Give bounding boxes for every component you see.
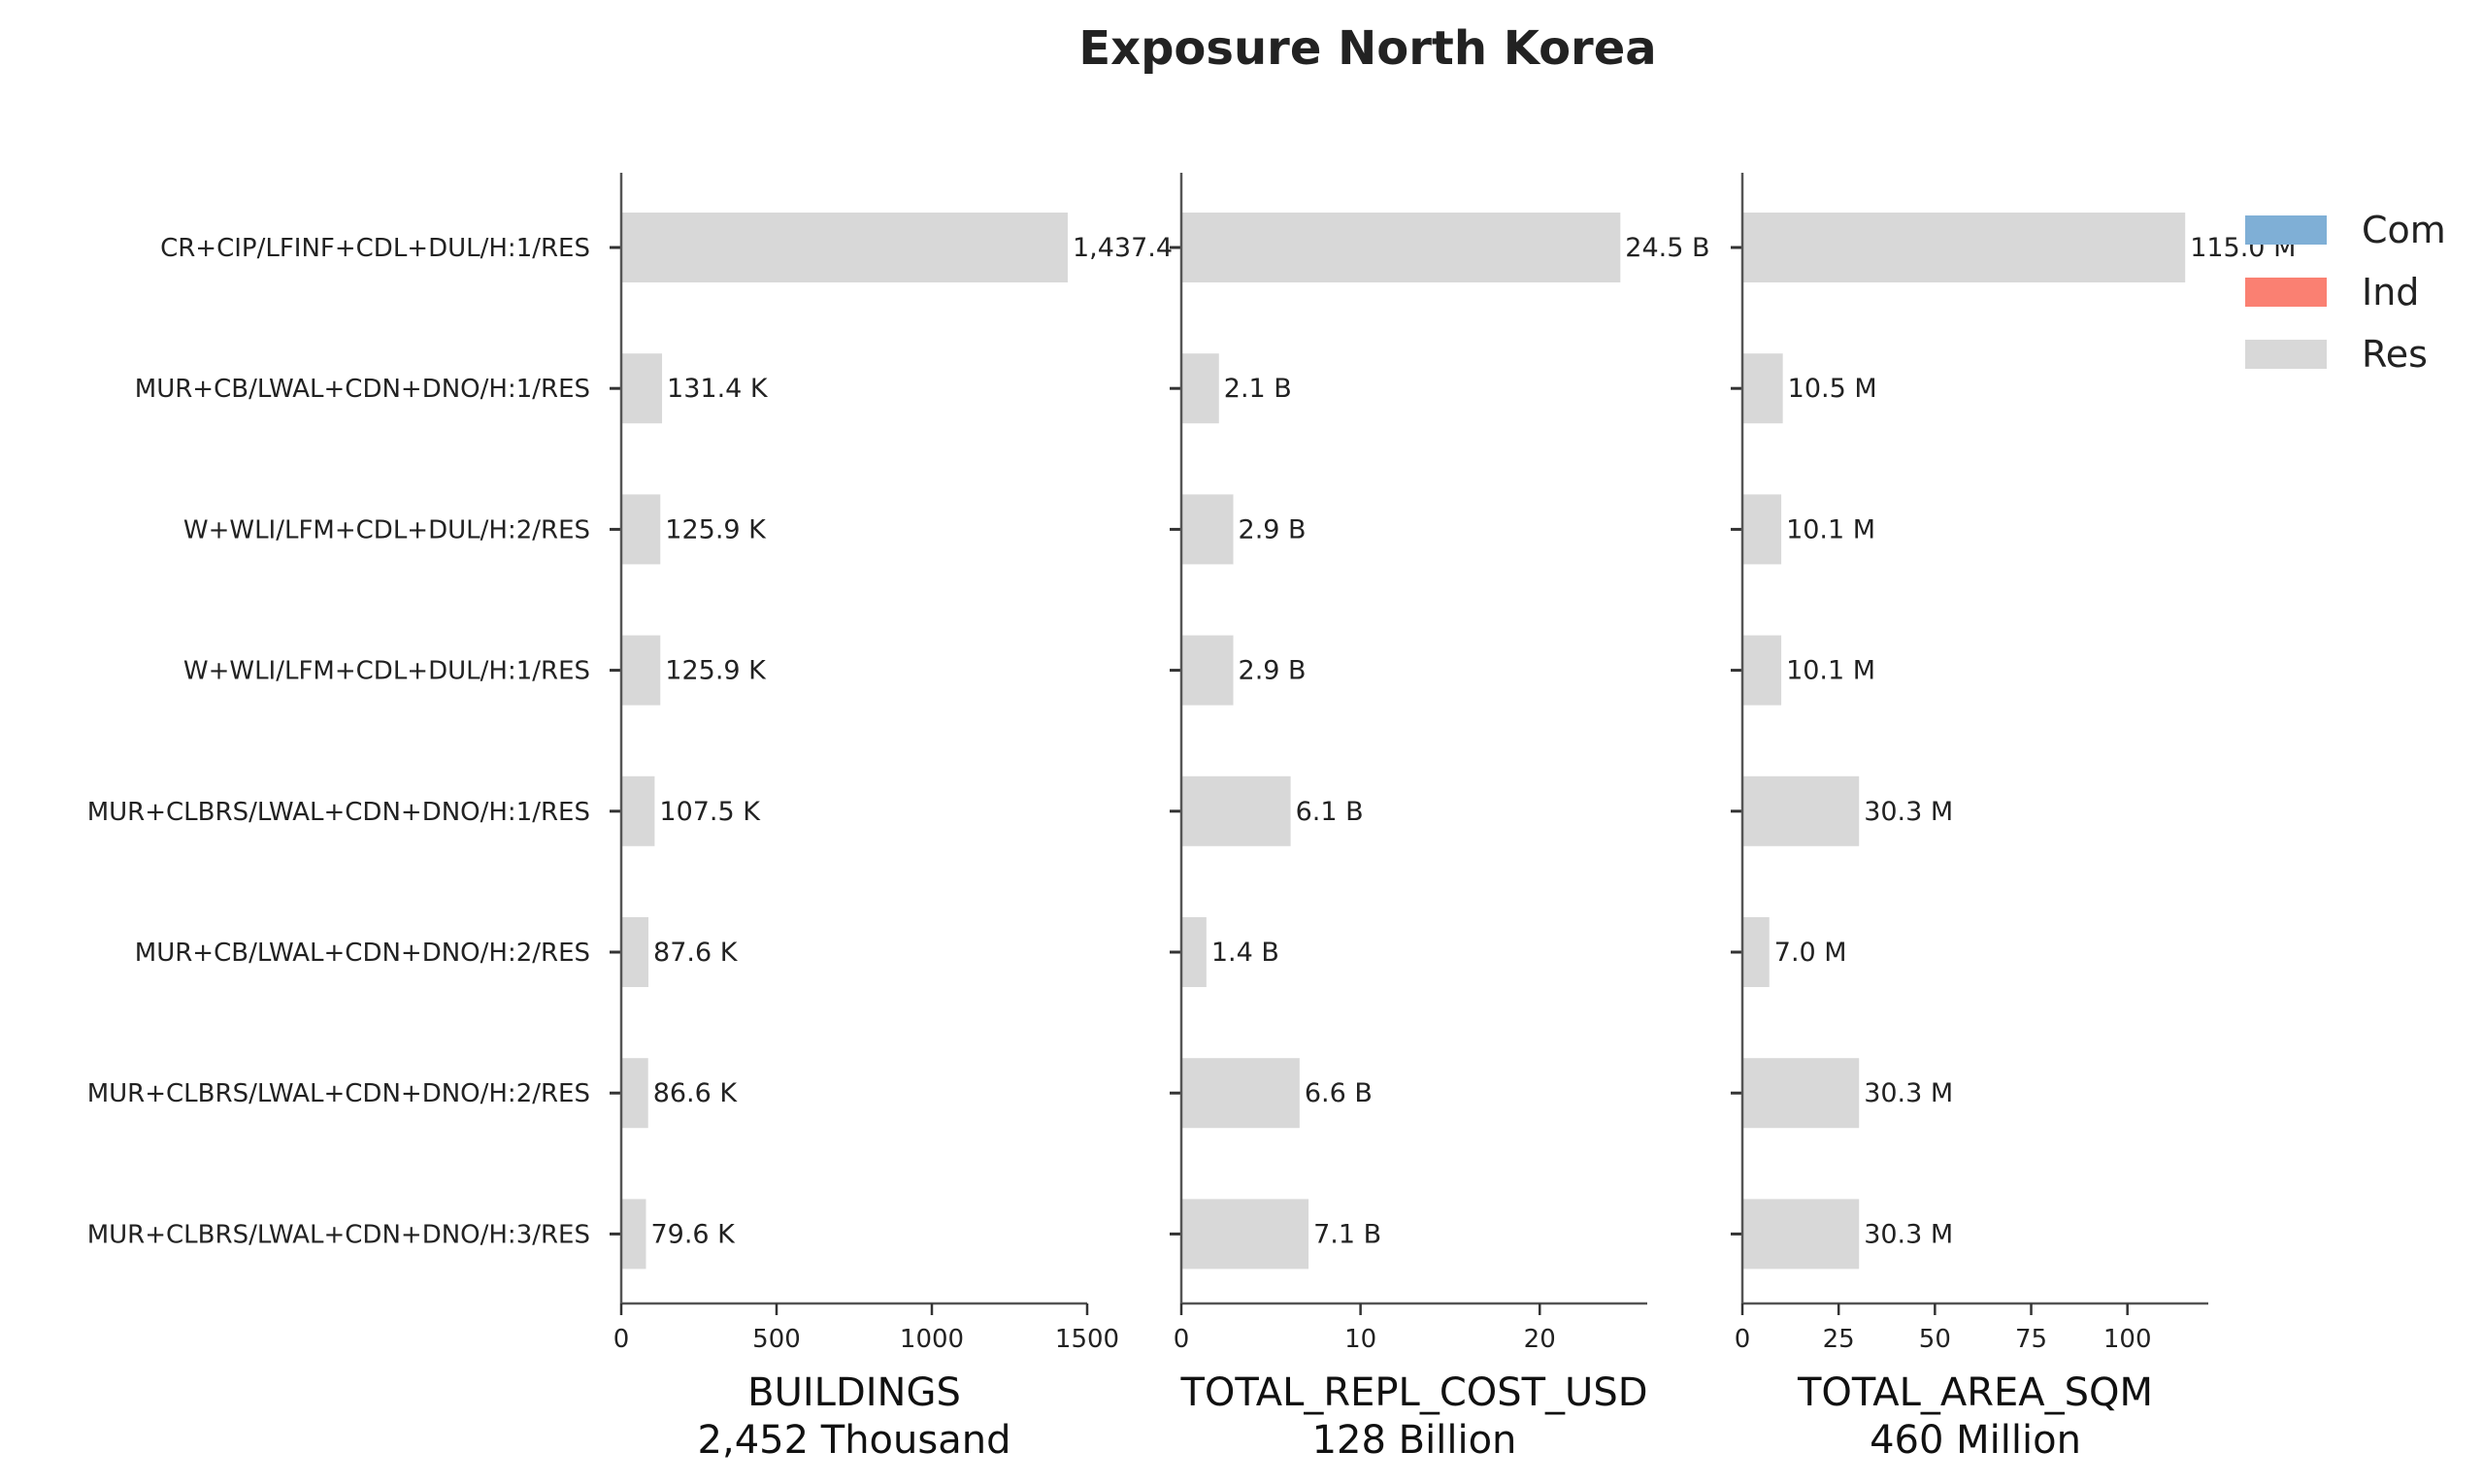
x-axis-label-p2: TOTAL_REPL_COST_USD <box>1179 1370 1647 1415</box>
legend-label-ind: Ind <box>2362 271 2419 313</box>
bar-p3-1 <box>1742 213 2186 282</box>
x-axis-label-p1: BUILDINGS <box>747 1370 961 1415</box>
legend-swatch-res <box>2245 340 2327 369</box>
data-label-p2-6: 1.4 B <box>1211 938 1279 968</box>
category-label-6: MUR+CB/LWAL+CDN+DNO/H:2/RES <box>135 939 590 968</box>
xtick-label-p1-4: 1500 <box>1055 1325 1119 1354</box>
xtick-label-p1-3: 1000 <box>900 1325 964 1354</box>
xtick-label-p2-1: 0 <box>1174 1325 1190 1354</box>
xtick-label-p1-2: 500 <box>752 1325 801 1354</box>
data-label-p2-2: 2.1 B <box>1224 374 1292 404</box>
data-label-p3-5: 30.3 M <box>1864 797 1953 827</box>
bar-p3-5 <box>1742 775 1860 846</box>
legend-label-res: Res <box>2362 333 2428 376</box>
bar-p1-5 <box>621 775 655 846</box>
xtick-label-p3-1: 0 <box>1735 1325 1751 1354</box>
bar-p3-2 <box>1742 353 1783 424</box>
category-label-3: W+WLI/LFM+CDL+DUL/H:2/RES <box>183 515 590 544</box>
data-label-p3-3: 10.1 M <box>1786 514 1875 544</box>
bar-p1-4 <box>621 635 661 706</box>
data-label-p3-4: 10.1 M <box>1786 656 1875 686</box>
bar-p1-1 <box>621 213 1068 282</box>
bar-p2-6 <box>1181 917 1207 987</box>
data-label-p1-5: 107.5 K <box>659 797 761 827</box>
category-label-1: CR+CIP/LFINF+CDL+DUL/H:1/RES <box>160 234 590 263</box>
xtick-label-p3-4: 75 <box>2015 1325 2047 1354</box>
legend-label-com: Com <box>2362 209 2446 251</box>
bar-p2-7 <box>1181 1058 1300 1129</box>
data-label-p1-4: 125.9 K <box>665 656 767 686</box>
x-axis-subtitle-p2: 128 Billion <box>1312 1418 1517 1463</box>
bar-p2-3 <box>1181 494 1234 565</box>
data-label-p3-7: 30.3 M <box>1864 1078 1953 1108</box>
data-label-p3-8: 30.3 M <box>1864 1219 1953 1249</box>
bar-p2-4 <box>1181 635 1234 706</box>
xtick-label-p2-2: 10 <box>1344 1325 1376 1354</box>
bar-p2-1 <box>1181 213 1621 282</box>
bar-p3-8 <box>1742 1199 1860 1270</box>
xtick-label-p3-3: 50 <box>1919 1325 1951 1354</box>
bar-p1-6 <box>621 917 649 987</box>
x-axis-label-p3: TOTAL_AREA_SQM <box>1797 1370 2153 1415</box>
category-label-2: MUR+CB/LWAL+CDN+DNO/H:1/RES <box>135 375 590 404</box>
data-label-p2-7: 6.6 B <box>1305 1078 1373 1108</box>
bar-p3-6 <box>1742 917 1770 987</box>
bar-p1-2 <box>621 353 663 424</box>
chart-title: Exposure North Korea <box>1078 21 1656 76</box>
category-label-7: MUR+CLBRS/LWAL+CDN+DNO/H:2/RES <box>87 1079 590 1108</box>
bar-p2-8 <box>1181 1199 1309 1270</box>
bar-p2-2 <box>1181 353 1219 424</box>
bar-p3-4 <box>1742 635 1782 706</box>
data-label-p1-7: 86.6 K <box>653 1078 739 1108</box>
data-label-p3-6: 7.0 M <box>1774 938 1847 968</box>
bar-p3-3 <box>1742 494 1782 565</box>
data-label-p1-8: 79.6 K <box>650 1219 736 1249</box>
xtick-label-p3-2: 25 <box>1823 1325 1855 1354</box>
data-label-p2-4: 2.9 B <box>1239 656 1307 686</box>
bar-p2-5 <box>1181 775 1291 846</box>
data-label-p2-1: 24.5 B <box>1625 233 1709 263</box>
data-label-p1-3: 125.9 K <box>665 514 767 544</box>
xtick-label-p3-5: 100 <box>2103 1325 2152 1354</box>
bar-p1-8 <box>621 1199 646 1270</box>
data-label-p1-2: 131.4 K <box>667 374 769 404</box>
legend-swatch-ind <box>2245 278 2327 307</box>
x-axis-subtitle-p1: 2,452 Thousand <box>698 1418 1011 1463</box>
category-label-4: W+WLI/LFM+CDL+DUL/H:1/RES <box>183 657 590 686</box>
data-label-p2-8: 7.1 B <box>1313 1219 1381 1249</box>
xtick-label-p1-1: 0 <box>613 1325 630 1354</box>
bar-p1-3 <box>621 494 661 565</box>
legend-swatch-com <box>2245 215 2327 245</box>
data-label-p1-6: 87.6 K <box>653 938 739 968</box>
data-label-p2-3: 2.9 B <box>1239 514 1307 544</box>
category-label-5: MUR+CLBRS/LWAL+CDN+DNO/H:1/RES <box>87 798 590 827</box>
x-axis-subtitle-p3: 460 Million <box>1870 1418 2081 1463</box>
category-label-8: MUR+CLBRS/LWAL+CDN+DNO/H:3/RES <box>87 1220 590 1249</box>
data-label-p3-2: 10.5 M <box>1788 374 1877 404</box>
bar-p3-7 <box>1742 1058 1860 1129</box>
data-label-p2-5: 6.1 B <box>1296 797 1364 827</box>
bar-p1-7 <box>621 1058 648 1129</box>
xtick-label-p2-3: 20 <box>1524 1325 1556 1354</box>
